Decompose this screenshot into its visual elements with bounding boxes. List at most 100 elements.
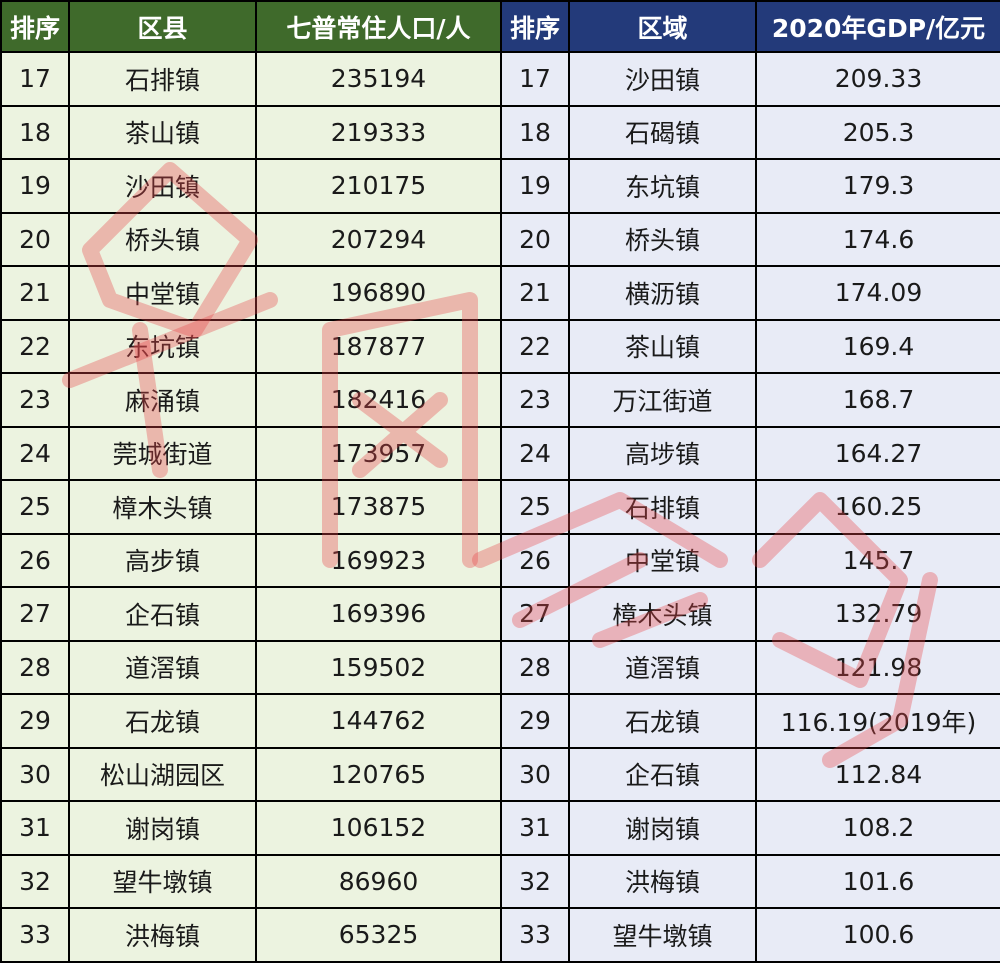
value-cell: 108.2: [755, 800, 1000, 856]
name-cell: 高步镇: [68, 532, 257, 588]
population-row: 32 望牛墩镇 86960: [0, 853, 502, 909]
value-cell: 174.6: [755, 211, 1000, 267]
name-cell: 企石镇: [68, 586, 257, 642]
population-row: 24 莞城街道 173957: [0, 425, 502, 481]
rank-cell: 23: [0, 372, 70, 428]
gdp-row: 28 道滘镇 121.98: [500, 639, 1000, 695]
value-cell: 168.7: [755, 372, 1000, 428]
name-cell: 横沥镇: [568, 265, 757, 321]
rank-cell: 33: [500, 907, 570, 963]
population-row: 23 麻涌镇 182416: [0, 372, 502, 428]
population-row: 26 高步镇 169923: [0, 532, 502, 588]
name-cell: 沙田镇: [568, 51, 757, 107]
value-cell: 196890: [255, 265, 502, 321]
rank-cell: 24: [0, 425, 70, 481]
value-cell: 120765: [255, 746, 502, 802]
value-cell: 106152: [255, 800, 502, 856]
name-cell: 莞城街道: [68, 425, 257, 481]
value-cell: 209.33: [755, 51, 1000, 107]
name-cell: 樟木头镇: [68, 479, 257, 535]
gdp-row: 21 横沥镇 174.09: [500, 265, 1000, 321]
rank-cell: 23: [500, 372, 570, 428]
population-row: 22 东坑镇 187877: [0, 318, 502, 374]
value-cell: 235194: [255, 51, 502, 107]
gdp-table: 排序 区域 2020年GDP/亿元 17 沙田镇 209.33 18 石碣镇 205.3 1…: [500, 0, 1000, 963]
name-cell: 万江街道: [568, 372, 757, 428]
name-cell: 东坑镇: [568, 158, 757, 214]
value-cell: 164.27: [755, 425, 1000, 481]
population-row: 30 松山湖园区 120765: [0, 746, 502, 802]
name-cell: 企石镇: [568, 746, 757, 802]
population-table: 排序 区县 七普常住人口/人 17 石排镇 235194 18 茶山镇 219333 19 沙…: [0, 0, 502, 963]
header-gdp: 2020年GDP/亿元: [755, 0, 1000, 53]
name-cell: 松山湖园区: [68, 746, 257, 802]
rank-cell: 33: [0, 907, 70, 963]
name-cell: 石碣镇: [568, 104, 757, 160]
gdp-row: 24 高埗镇 164.27: [500, 425, 1000, 481]
value-cell: 219333: [255, 104, 502, 160]
name-cell: 谢岗镇: [568, 800, 757, 856]
rank-cell: 30: [0, 746, 70, 802]
value-cell: 173957: [255, 425, 502, 481]
gdp-row: 33 望牛墩镇 100.6: [500, 907, 1000, 963]
rank-cell: 32: [500, 853, 570, 909]
value-cell: 145.7: [755, 532, 1000, 588]
rank-cell: 21: [0, 265, 70, 321]
rank-cell: 20: [0, 211, 70, 267]
name-cell: 道滘镇: [568, 639, 757, 695]
value-cell: 144762: [255, 693, 502, 749]
name-cell: 麻涌镇: [68, 372, 257, 428]
value-cell: 210175: [255, 158, 502, 214]
rank-cell: 26: [0, 532, 70, 588]
header-rank: 排序: [0, 0, 70, 53]
value-cell: 132.79: [755, 586, 1000, 642]
rank-cell: 18: [500, 104, 570, 160]
gdp-row: 20 桥头镇 174.6: [500, 211, 1000, 267]
rank-cell: 29: [0, 693, 70, 749]
rank-cell: 27: [500, 586, 570, 642]
gdp-row: 30 企石镇 112.84: [500, 746, 1000, 802]
population-row: 33 洪梅镇 65325: [0, 907, 502, 963]
value-cell: 112.84: [755, 746, 1000, 802]
rank-cell: 28: [0, 639, 70, 695]
rank-cell: 17: [0, 51, 70, 107]
name-cell: 中堂镇: [568, 532, 757, 588]
name-cell: 石龙镇: [68, 693, 257, 749]
gdp-table-header-row: 排序 区域 2020年GDP/亿元: [500, 0, 1000, 53]
rank-cell: 25: [0, 479, 70, 535]
header-rank: 排序: [500, 0, 570, 53]
population-table-body: 17 石排镇 235194 18 茶山镇 219333 19 沙田镇 210175 20 桥头镇 20…: [0, 51, 502, 963]
name-cell: 高埗镇: [568, 425, 757, 481]
gdp-row: 22 茶山镇 169.4: [500, 318, 1000, 374]
gdp-table-body: 17 沙田镇 209.33 18 石碣镇 205.3 19 东坑镇 179.3 20 桥头镇 174.…: [500, 51, 1000, 963]
value-cell: 116.19(2019年): [755, 693, 1000, 749]
value-cell: 121.98: [755, 639, 1000, 695]
rank-cell: 26: [500, 532, 570, 588]
gdp-row: 27 樟木头镇 132.79: [500, 586, 1000, 642]
population-row: 31 谢岗镇 106152: [0, 800, 502, 856]
rank-cell: 31: [500, 800, 570, 856]
value-cell: 174.09: [755, 265, 1000, 321]
gdp-row: 25 石排镇 160.25: [500, 479, 1000, 535]
rank-cell: 28: [500, 639, 570, 695]
name-cell: 桥头镇: [568, 211, 757, 267]
gdp-row: 31 谢岗镇 108.2: [500, 800, 1000, 856]
rank-cell: 19: [500, 158, 570, 214]
rank-cell: 22: [500, 318, 570, 374]
gdp-row: 18 石碣镇 205.3: [500, 104, 1000, 160]
population-row: 29 石龙镇 144762: [0, 693, 502, 749]
name-cell: 桥头镇: [68, 211, 257, 267]
value-cell: 169923: [255, 532, 502, 588]
name-cell: 石龙镇: [568, 693, 757, 749]
value-cell: 65325: [255, 907, 502, 963]
name-cell: 石排镇: [568, 479, 757, 535]
value-cell: 179.3: [755, 158, 1000, 214]
gdp-row: 32 洪梅镇 101.6: [500, 853, 1000, 909]
rank-cell: 21: [500, 265, 570, 321]
value-cell: 100.6: [755, 907, 1000, 963]
name-cell: 茶山镇: [68, 104, 257, 160]
rank-cell: 29: [500, 693, 570, 749]
gdp-row: 26 中堂镇 145.7: [500, 532, 1000, 588]
rank-cell: 25: [500, 479, 570, 535]
